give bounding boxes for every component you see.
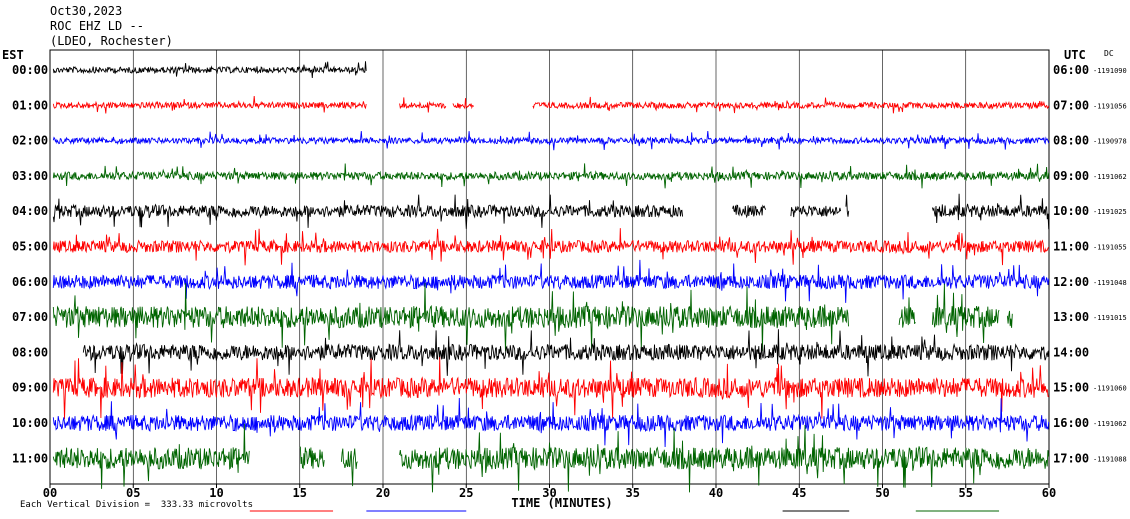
trace-segment: [82, 329, 1050, 377]
header-date: Oct30,2023: [50, 4, 123, 18]
trace-segment: [790, 205, 842, 218]
utc-hour-label: 10:00: [1053, 204, 1089, 218]
est-hour-label: 06:00: [12, 275, 48, 289]
trace-segment: [1006, 310, 1013, 328]
utc-hour-label: 07:00: [1053, 98, 1089, 112]
utc-hour-label: 09:00: [1053, 169, 1089, 183]
dc-offset-label: -1191055: [1093, 244, 1127, 252]
trace-segment: [532, 96, 1050, 114]
est-hour-label: 00:00: [12, 63, 48, 77]
dc-offset-label: -1191048: [1093, 279, 1127, 287]
x-tick-label: 55: [959, 486, 973, 500]
grid-lines: [49, 49, 1050, 485]
trace-segment: [299, 446, 325, 470]
trace-segment: [52, 423, 250, 489]
header-network: (LDEO, Rochester): [50, 34, 173, 48]
x-tick-label: 30: [542, 486, 556, 500]
trace-segment: [52, 163, 1050, 189]
est-hour-label: 04:00: [12, 204, 48, 218]
dc-offset-label: -1191056: [1093, 102, 1127, 110]
dc-offset-labels: -1191090 -1191056 -1190978 -1191062 -1191025…: [1093, 67, 1127, 463]
est-hour-label: 05:00: [12, 240, 48, 254]
x-tick-label: 20: [376, 486, 390, 500]
header-station: ROC EHZ LD --: [50, 19, 144, 33]
x-axis-title: TIME (MINUTES): [511, 496, 612, 510]
dc-offset-label: -1190978: [1093, 138, 1127, 146]
vertical-division-note: Each Vertical Division = 333.33 microvol…: [20, 500, 253, 510]
dc-offset-label: -1191090: [1093, 67, 1127, 75]
utc-hour-labels: 06:00 07:00 08:00 09:00 10:00 11:00 12:00 13:00…: [1053, 63, 1089, 465]
trace-segment: [898, 297, 916, 328]
x-tick-label: 50: [875, 486, 889, 500]
est-hour-label: 01:00: [12, 98, 48, 112]
trace-segment: [399, 424, 1050, 493]
seismic-traces: [52, 61, 1050, 493]
est-hour-label: 03:00: [12, 169, 48, 183]
trace-segment: [52, 228, 1050, 266]
est-hour-label: 11:00: [12, 451, 48, 465]
trace-segment: [52, 397, 1050, 448]
trace-segment: [845, 194, 850, 217]
trace-segment: [399, 97, 447, 113]
utc-hour-label: 12:00: [1053, 275, 1089, 289]
x-tick-label: 35: [626, 486, 640, 500]
dc-header-label: DC: [1104, 49, 1114, 58]
est-hour-label: 02:00: [12, 134, 48, 148]
dc-offset-label: -1191088: [1093, 455, 1127, 463]
x-tick-label: 05: [126, 486, 140, 500]
trace-segment: [340, 448, 358, 487]
trace-segment: [931, 193, 1050, 230]
x-tick-label: 10: [209, 486, 223, 500]
est-hour-label: 07:00: [12, 310, 48, 324]
trace-segment: [52, 194, 684, 229]
utc-hour-label: 17:00: [1053, 451, 1089, 465]
x-tick-label: 60: [1042, 486, 1056, 500]
dc-offset-label: -1191062: [1093, 420, 1127, 428]
est-hour-labels: 00:00 01:00 02:00 03:00 04:00 05:00 06:00 07:00…: [12, 63, 48, 465]
trace-segment: [52, 95, 367, 114]
dc-offset-label: -1191062: [1093, 173, 1127, 181]
trace-segment: [52, 61, 367, 79]
right-timezone-label: UTC: [1064, 48, 1086, 62]
trace-segment: [452, 98, 474, 110]
trace-segment: [52, 357, 1049, 420]
x-tick-label: 00: [43, 486, 57, 500]
x-tick-label: 25: [459, 486, 473, 500]
trace-segment: [52, 282, 849, 352]
utc-hour-label: 16:00: [1053, 416, 1089, 430]
utc-hour-label: 11:00: [1053, 240, 1089, 254]
est-hour-label: 09:00: [12, 381, 48, 395]
utc-hour-label: 15:00: [1053, 381, 1089, 395]
dc-offset-label: -1191025: [1093, 208, 1127, 216]
x-tick-label: 15: [293, 486, 307, 500]
x-tick-label: 45: [792, 486, 806, 500]
x-tick-label: 40: [709, 486, 723, 500]
utc-hour-label: 13:00: [1053, 310, 1089, 324]
trace-segment: [52, 259, 1050, 303]
dc-offset-label: -1191060: [1093, 385, 1127, 393]
utc-hour-label: 14:00: [1053, 345, 1089, 359]
dc-offset-label: -1191015: [1093, 314, 1127, 322]
utc-hour-label: 06:00: [1053, 63, 1089, 77]
trace-segment: [732, 204, 767, 219]
x-axis: 00 05 10 15 20 25 30 35 40 45 50 55 60: [43, 484, 1056, 500]
est-hour-label: 08:00: [12, 345, 48, 359]
est-hour-label: 10:00: [12, 416, 48, 430]
trace-segment: [931, 283, 1000, 344]
left-timezone-label: EST: [2, 48, 24, 62]
utc-hour-label: 08:00: [1053, 134, 1089, 148]
trace-segment: [52, 131, 1050, 151]
